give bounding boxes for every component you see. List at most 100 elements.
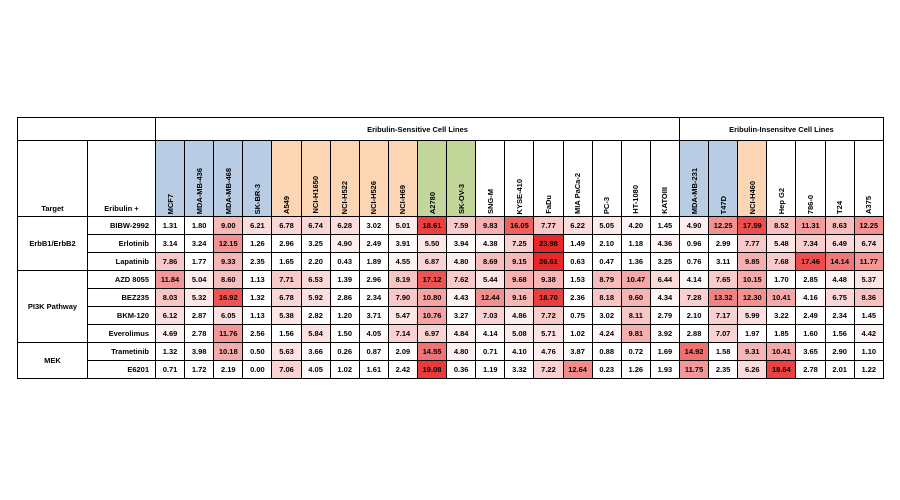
cell-line-name: MDA-MB-468 — [223, 167, 233, 214]
value-cell: 4.76 — [533, 342, 564, 361]
value-cell: 5.01 — [387, 216, 418, 235]
drug-label: AZD 8055 — [87, 270, 156, 289]
value-cell: 2.82 — [300, 306, 331, 325]
value-cell: 10.41 — [766, 288, 797, 307]
value-cell: 1.39 — [329, 270, 360, 289]
value-cell: 4.38 — [475, 234, 506, 253]
value-cell: 12.15 — [213, 234, 244, 253]
value-cell: 2.49 — [795, 306, 826, 325]
value-cell: 4.05 — [358, 324, 389, 343]
value-cell: 10.15 — [737, 270, 768, 289]
corner-cell — [17, 117, 156, 141]
value-cell: 1.60 — [795, 324, 826, 343]
value-cell: 3.22 — [766, 306, 797, 325]
cell-line-name: MIA PaCa-2 — [573, 173, 583, 214]
value-cell: 5.71 — [533, 324, 564, 343]
cell-line-header: SK-OV-3 — [446, 140, 477, 217]
data-row: Erlotinib 3.14 3.24 12.15 1.26 2.96 3.25 4.90 2.… — [18, 234, 884, 253]
value-cell: 4.80 — [446, 342, 477, 361]
value-cell: 6.75 — [824, 288, 855, 307]
value-cell: 3.87 — [562, 342, 593, 361]
value-cell: 3.25 — [649, 252, 681, 271]
cell-line-name: NCI-H526 — [369, 180, 379, 214]
value-cell: 1.45 — [649, 216, 681, 235]
value-cell: 0.23 — [591, 360, 622, 379]
cell-line-header: SK-BR-3 — [242, 140, 273, 217]
value-cell: 3.66 — [300, 342, 331, 361]
cell-line-name: A549 — [281, 196, 291, 214]
cell-line-name: A375 — [864, 196, 874, 214]
value-cell: 3.25 — [300, 234, 331, 253]
cell-line-header: MCF7 — [154, 140, 186, 217]
value-cell: 7.14 — [387, 324, 418, 343]
value-cell: 11.31 — [795, 216, 826, 235]
value-cell: 14.14 — [824, 252, 855, 271]
value-cell: 0.00 — [242, 360, 273, 379]
value-cell: 5.05 — [591, 216, 622, 235]
value-cell: 8.36 — [853, 288, 884, 307]
cell-line-header: A549 — [271, 140, 302, 217]
value-cell: 4.16 — [795, 288, 826, 307]
cell-line-header: NCI-H526 — [358, 140, 389, 217]
value-cell: 2.10 — [679, 306, 710, 325]
value-cell: 6.12 — [154, 306, 186, 325]
value-cell: 2.99 — [708, 234, 739, 253]
value-cell: 0.43 — [329, 252, 360, 271]
value-cell: 11.77 — [853, 252, 884, 271]
value-cell: 1.36 — [620, 252, 651, 271]
cell-line-header: T47D — [708, 140, 739, 217]
value-cell: 3.32 — [504, 360, 535, 379]
value-cell: 3.98 — [184, 342, 215, 361]
value-cell: 4.10 — [504, 342, 535, 361]
data-row: E6201 0.71 1.72 2.19 0.00 7.06 4.05 1.02 1.61 2.4… — [18, 360, 884, 379]
value-cell: 17.59 — [737, 216, 768, 235]
value-cell: 1.22 — [853, 360, 884, 379]
value-cell: 8.19 — [387, 270, 418, 289]
value-cell: 9.31 — [737, 342, 768, 361]
value-cell: 1.53 — [562, 270, 593, 289]
value-cell: 4.20 — [620, 216, 651, 235]
value-cell: 4.34 — [649, 288, 681, 307]
value-cell: 6.44 — [649, 270, 681, 289]
cell-line-header: NCI-H522 — [329, 140, 360, 217]
value-cell: 4.42 — [853, 324, 884, 343]
value-cell: 10.80 — [416, 288, 448, 307]
value-cell: 2.34 — [824, 306, 855, 325]
value-cell: 0.71 — [154, 360, 186, 379]
cell-line-header: NCI-H69 — [387, 140, 418, 217]
value-cell: 0.26 — [329, 342, 360, 361]
value-cell: 1.26 — [620, 360, 651, 379]
value-cell: 7.77 — [737, 234, 768, 253]
value-cell: 14.92 — [679, 342, 710, 361]
value-cell: 2.20 — [300, 252, 331, 271]
data-row: BKM-120 6.12 2.87 6.05 1.13 5.38 2.82 1.20 3.71 5… — [18, 306, 884, 325]
value-cell: 9.83 — [475, 216, 506, 235]
value-cell: 12.30 — [737, 288, 768, 307]
value-cell: 8.69 — [475, 252, 506, 271]
cell-line-name: NCI-H522 — [340, 180, 350, 214]
value-cell: 7.77 — [533, 216, 564, 235]
value-cell: 0.87 — [358, 342, 389, 361]
value-cell: 2.10 — [591, 234, 622, 253]
value-cell: 1.72 — [184, 360, 215, 379]
value-cell: 9.68 — [504, 270, 535, 289]
value-cell: 1.49 — [562, 234, 593, 253]
value-cell: 2.36 — [562, 288, 593, 307]
value-cell: 4.90 — [329, 234, 360, 253]
value-cell: 1.32 — [154, 342, 186, 361]
value-cell: 23.98 — [533, 234, 564, 253]
cell-line-name: T47D — [718, 195, 728, 214]
value-cell: 1.13 — [242, 306, 273, 325]
value-cell: 1.80 — [184, 216, 215, 235]
value-cell: 1.32 — [242, 288, 273, 307]
cell-line-name: T24 — [835, 201, 845, 214]
value-cell: 5.04 — [184, 270, 215, 289]
value-cell: 3.92 — [649, 324, 681, 343]
cell-line-name: Hep G2 — [776, 187, 786, 214]
value-cell: 6.97 — [416, 324, 448, 343]
value-cell: 14.55 — [416, 342, 448, 361]
value-cell: 3.14 — [154, 234, 186, 253]
cell-line-header: Hep G2 — [766, 140, 797, 217]
value-cell: 1.56 — [271, 324, 302, 343]
value-cell: 2.96 — [271, 234, 302, 253]
